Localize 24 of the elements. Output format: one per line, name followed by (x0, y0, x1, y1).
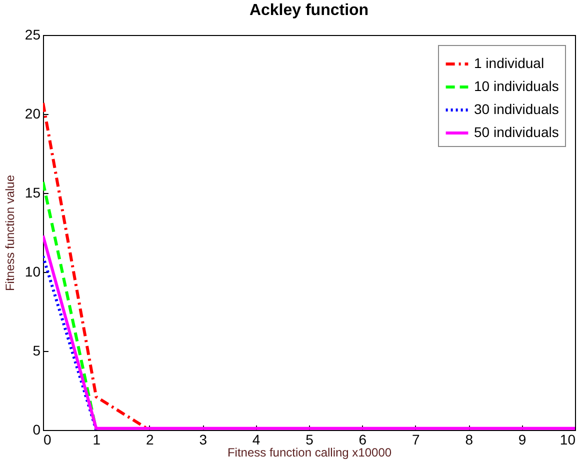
legend-label: 30 individuals (474, 101, 559, 117)
y-tick-label: 25 (24, 26, 41, 42)
x-tick-label: 10 (560, 432, 576, 448)
legend-label: 1 individual (474, 55, 544, 71)
x-axis-title: Fitness function calling x10000 (227, 446, 392, 460)
x-tick-label: 3 (199, 432, 208, 448)
y-tick-label: 5 (32, 342, 41, 358)
x-tick-label: 5 (306, 432, 314, 448)
legend-label: 50 individuals (474, 124, 559, 140)
x-tick-label: 2 (146, 432, 154, 448)
x-tick-label: 9 (518, 432, 526, 448)
y-axis-title: Fitness function value (2, 174, 17, 292)
x-tick-label: 1 (92, 432, 101, 448)
y-tick-label: 20 (24, 106, 41, 122)
x-tick-label: 8 (465, 432, 474, 448)
x-tick-label: 0 (44, 432, 52, 448)
x-tick-label: 6 (358, 432, 367, 448)
chart-title: Ackley function (249, 2, 369, 19)
y-tick-label: 0 (32, 422, 41, 438)
x-tick-label: 7 (412, 432, 420, 448)
x-tick-label: 4 (252, 432, 260, 448)
y-tick-label: 15 (24, 184, 41, 200)
y-tick-label: 10 (24, 264, 41, 280)
legend-label: 10 individuals (474, 78, 559, 94)
